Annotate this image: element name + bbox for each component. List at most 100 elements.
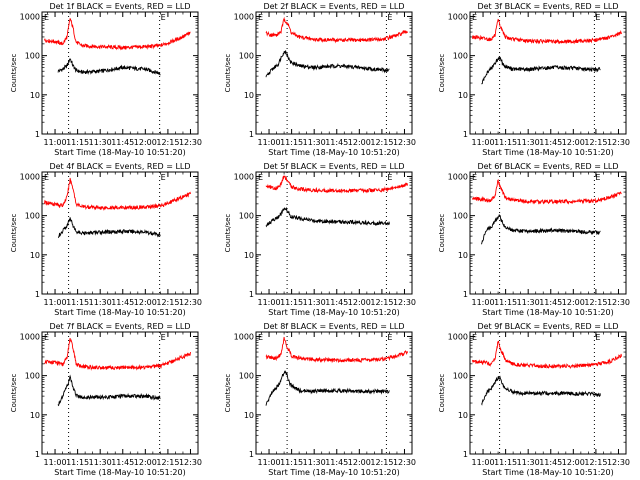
x-tick-label: 12:00 bbox=[348, 298, 371, 307]
x-axis-label: Start Time (18-May-10 10:51:20) bbox=[268, 308, 399, 317]
x-tick-label: 11:00 bbox=[44, 298, 67, 307]
series-line-lld bbox=[265, 336, 408, 364]
x-tick-label: 11:45 bbox=[111, 298, 134, 307]
y-tick-label: 1 bbox=[35, 290, 40, 299]
plot-frame bbox=[255, 171, 413, 295]
x-tick-label: 11:45 bbox=[111, 138, 134, 147]
x-axis-label: Start Time (18-May-10 10:51:20) bbox=[482, 148, 613, 157]
x-tick-label: 11:00 bbox=[472, 298, 495, 307]
x-tick-label: 11:15 bbox=[280, 138, 303, 147]
x-tick-label: 11:00 bbox=[44, 458, 67, 467]
x-tick-label: 11:30 bbox=[89, 298, 112, 307]
y-tick-label: 100 bbox=[239, 372, 254, 381]
y-tick-label: 100 bbox=[453, 52, 468, 61]
x-axis-label: Start Time (18-May-10 10:51:20) bbox=[54, 148, 185, 157]
y-tick-label: 1 bbox=[463, 450, 468, 459]
chart-title: Det 7f BLACK = Events, RED = LLD bbox=[49, 322, 190, 331]
x-tick-label: 11:30 bbox=[517, 458, 540, 467]
marker-label-right: E bbox=[161, 13, 166, 22]
x-tick-label: 11:15 bbox=[280, 298, 303, 307]
x-tick-label: 11:30 bbox=[89, 138, 112, 147]
x-tick-label: 11:00 bbox=[258, 138, 281, 147]
x-tick-label: 12:30 bbox=[393, 138, 416, 147]
plot-frame bbox=[469, 331, 627, 455]
marker-label-left: E bbox=[258, 13, 263, 22]
y-tick-label: 1000 bbox=[448, 172, 468, 181]
y-axis-label: Counts/sec bbox=[10, 374, 18, 413]
y-tick-label: 1000 bbox=[234, 12, 254, 21]
marker-label-right: E bbox=[595, 333, 600, 342]
x-tick-label: 12:15 bbox=[156, 138, 179, 147]
x-tick-label: 11:30 bbox=[303, 138, 326, 147]
x-tick-label: 12:30 bbox=[179, 458, 202, 467]
y-tick-label: 1000 bbox=[20, 172, 40, 181]
x-tick-label: 12:15 bbox=[156, 298, 179, 307]
marker-label-right: E bbox=[161, 173, 166, 182]
y-tick-label: 1 bbox=[249, 290, 254, 299]
x-tick-label: 12:00 bbox=[134, 298, 157, 307]
chart-panel: Det 7f BLACK = Events, RED = LLD 1 10 100 10… bbox=[10, 322, 202, 477]
series-line-lld bbox=[472, 18, 622, 45]
chart-panel: Det 6f BLACK = Events, RED = LLD 1 10 100 10… bbox=[438, 162, 630, 317]
series-line-events bbox=[481, 55, 601, 85]
x-tick-label: 12:30 bbox=[393, 298, 416, 307]
marker-label-left: E bbox=[472, 333, 477, 342]
x-tick-label: 12:30 bbox=[393, 458, 416, 467]
series-line-lld bbox=[44, 17, 191, 51]
marker-label-left: E bbox=[44, 173, 49, 182]
series-line-events bbox=[265, 206, 390, 228]
plot-frame bbox=[469, 11, 627, 135]
x-tick-label: 11:00 bbox=[258, 458, 281, 467]
series-line-lld bbox=[44, 177, 191, 211]
y-tick-label: 1 bbox=[35, 130, 40, 139]
series-line-lld bbox=[472, 340, 622, 369]
marker-label-right: E bbox=[387, 333, 392, 342]
y-axis-label: Counts/sec bbox=[224, 214, 232, 253]
x-tick-label: 12:00 bbox=[134, 138, 157, 147]
x-tick-label: 12:15 bbox=[370, 138, 393, 147]
y-tick-label: 10 bbox=[458, 91, 468, 100]
x-tick-label: 11:15 bbox=[66, 138, 89, 147]
chart-panel: Det 3f BLACK = Events, RED = LLD 1 10 100 10… bbox=[438, 2, 630, 157]
x-tick-label: 12:15 bbox=[370, 458, 393, 467]
series-line-lld bbox=[44, 337, 191, 371]
y-tick-label: 100 bbox=[453, 212, 468, 221]
x-tick-label: 12:30 bbox=[607, 458, 630, 467]
x-tick-label: 11:45 bbox=[111, 458, 134, 467]
y-tick-label: 10 bbox=[458, 251, 468, 260]
chart-panel: Det 9f BLACK = Events, RED = LLD 1 10 100 10… bbox=[438, 322, 630, 477]
marker-label-right: E bbox=[161, 333, 166, 342]
x-tick-label: 11:00 bbox=[472, 458, 495, 467]
series-line-events bbox=[57, 58, 161, 76]
x-tick-label: 12:15 bbox=[584, 138, 607, 147]
x-axis-label: Start Time (18-May-10 10:51:20) bbox=[268, 148, 399, 157]
y-tick-label: 1000 bbox=[234, 172, 254, 181]
y-tick-label: 100 bbox=[239, 212, 254, 221]
y-tick-label: 10 bbox=[30, 91, 40, 100]
chart-title: Det 9f BLACK = Events, RED = LLD bbox=[477, 322, 618, 331]
x-tick-label: 12:00 bbox=[348, 138, 371, 147]
x-tick-label: 12:00 bbox=[562, 458, 585, 467]
x-axis-label: Start Time (18-May-10 10:51:20) bbox=[482, 468, 613, 477]
chart-title: Det 6f BLACK = Events, RED = LLD bbox=[477, 162, 618, 171]
x-tick-label: 12:00 bbox=[134, 458, 157, 467]
x-tick-label: 11:15 bbox=[66, 458, 89, 467]
y-axis-label: Counts/sec bbox=[438, 374, 446, 413]
x-tick-label: 11:45 bbox=[539, 458, 562, 467]
marker-label-left: E bbox=[472, 173, 477, 182]
y-tick-label: 100 bbox=[239, 52, 254, 61]
y-tick-label: 10 bbox=[244, 251, 254, 260]
y-axis-label: Counts/sec bbox=[10, 214, 18, 253]
series-line-lld bbox=[472, 178, 622, 205]
x-tick-label: 11:00 bbox=[472, 138, 495, 147]
marker-label-left: E bbox=[44, 13, 49, 22]
plot-frame bbox=[41, 11, 199, 135]
y-tick-label: 1000 bbox=[234, 332, 254, 341]
y-tick-label: 1000 bbox=[448, 332, 468, 341]
chart-title: Det 5f BLACK = Events, RED = LLD bbox=[263, 162, 404, 171]
y-tick-label: 100 bbox=[25, 212, 40, 221]
x-tick-label: 11:30 bbox=[89, 458, 112, 467]
x-tick-label: 12:00 bbox=[562, 138, 585, 147]
x-tick-label: 11:45 bbox=[539, 138, 562, 147]
